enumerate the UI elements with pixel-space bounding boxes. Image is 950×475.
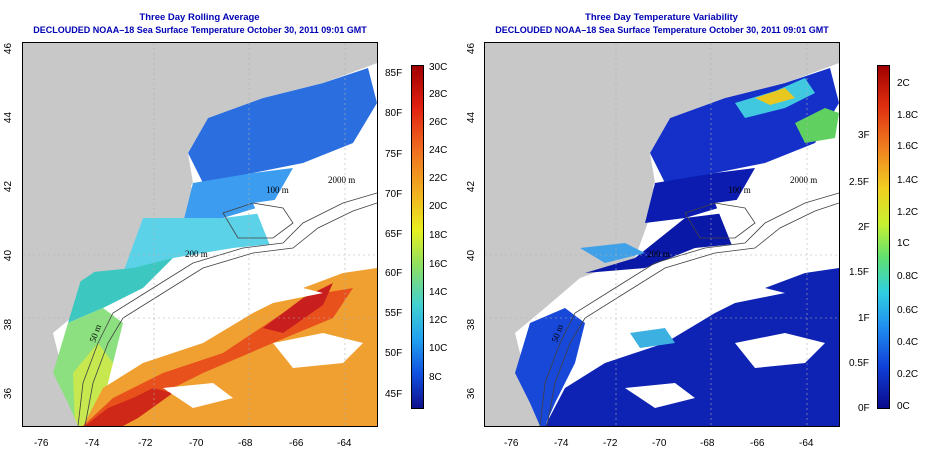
var-f-label-2: 2F <box>858 222 870 233</box>
sst-c-label-10: 10C <box>429 343 448 354</box>
sst-colorbar <box>411 65 424 409</box>
right-xtick-2: -72 <box>603 438 618 449</box>
right-xtick-5: -66 <box>750 438 765 449</box>
sst-c-label-7: 16C <box>429 259 448 270</box>
left-ytick-2: 40 <box>3 249 15 262</box>
right-ytick-0: 36 <box>466 387 478 400</box>
right-ytick-4: 44 <box>466 111 478 124</box>
right-xtick-0: -76 <box>504 438 519 449</box>
var-f-label-3: 1.5F <box>849 267 870 278</box>
left-xtick-4: -68 <box>238 438 253 449</box>
var-c-label-2: 1.6C <box>897 141 919 152</box>
contour-label-2000m: 2000 m <box>790 175 817 185</box>
sst-c-label-2: 26C <box>429 117 448 128</box>
var-f-label-4: 1F <box>858 313 870 324</box>
var-c-label-7: 0.6C <box>897 305 919 316</box>
left-map-subtitle: DECLOUDED NOAA–18 Sea Surface Temperatur… <box>33 25 367 35</box>
sst-c-label-8: 14C <box>429 287 448 298</box>
sst-f-label-7: 50F <box>385 348 403 359</box>
sst-c-label-1: 28C <box>429 89 448 100</box>
left-ytick-0: 36 <box>3 387 15 400</box>
sst-f-label-3: 70F <box>385 189 403 200</box>
var-c-label-8: 0.4C <box>897 337 919 348</box>
right-ytick-2: 40 <box>466 249 478 262</box>
left-xtick-5: -66 <box>289 438 304 449</box>
left-xtick-3: -70 <box>189 438 204 449</box>
sst-f-label-4: 65F <box>385 229 403 240</box>
var-f-label-0: 3F <box>858 130 870 141</box>
left-ytick-5: 46 <box>3 42 15 55</box>
right-xtick-1: -74 <box>554 438 569 449</box>
sst-c-label-5: 20C <box>429 201 448 212</box>
contour-label-100m: 100 m <box>266 185 289 195</box>
left-ytick-4: 44 <box>3 111 15 124</box>
left-xtick-1: -74 <box>85 438 100 449</box>
right-map-title: Three Day Temperature Variability <box>585 12 738 23</box>
left-ytick-1: 38 <box>3 318 15 331</box>
sst-c-label-4: 22C <box>429 173 448 184</box>
left-map-title: Three Day Rolling Average <box>139 12 260 23</box>
sst-f-label-5: 60F <box>385 268 403 279</box>
sst-c-label-0: 30C <box>429 62 448 73</box>
right-map-subtitle: DECLOUDED NOAA–18 Sea Surface Temperatur… <box>495 25 829 35</box>
sst-average-map-canvas: 50 m 200 m 100 m 2000 m <box>23 43 377 426</box>
sst-variability-map-canvas: 50 m 200 m 100 m 2000 m <box>485 43 839 426</box>
contour-label-100m: 100 m <box>728 185 751 195</box>
sst-c-label-11: 8C <box>429 372 442 383</box>
contour-label-2000m: 2000 m <box>328 175 355 185</box>
right-xtick-4: -68 <box>700 438 715 449</box>
right-xtick-6: -64 <box>799 438 814 449</box>
left-xtick-6: -64 <box>337 438 352 449</box>
var-c-label-9: 0.2C <box>897 369 919 380</box>
right-ytick-1: 38 <box>466 318 478 331</box>
sst-f-label-0: 85F <box>385 68 403 79</box>
var-c-label-5: 1C <box>897 238 910 249</box>
var-f-label-6: 0F <box>858 403 870 414</box>
var-c-label-1: 1.8C <box>897 110 919 121</box>
sst-f-label-1: 80F <box>385 108 403 119</box>
var-f-label-1: 2.5F <box>849 177 870 188</box>
var-f-label-5: 0.5F <box>849 358 870 369</box>
sst-f-label-8: 45F <box>385 389 403 400</box>
sst-c-label-9: 12C <box>429 315 448 326</box>
right-xtick-3: -70 <box>652 438 667 449</box>
sst-average-map: 50 m 200 m 100 m 2000 m <box>22 42 378 427</box>
left-xtick-0: -76 <box>34 438 49 449</box>
variability-colorbar <box>877 65 890 409</box>
contour-label-200m: 200 m <box>185 249 208 259</box>
sst-f-label-2: 75F <box>385 149 403 160</box>
var-c-label-0: 2C <box>897 78 910 89</box>
var-c-label-3: 1.4C <box>897 175 919 186</box>
left-ytick-3: 42 <box>3 180 15 193</box>
var-c-label-6: 0.8C <box>897 271 919 282</box>
contour-label-200m: 200 m <box>647 249 670 259</box>
sst-c-label-3: 24C <box>429 145 448 156</box>
var-c-label-4: 1.2C <box>897 207 919 218</box>
left-xtick-2: -72 <box>138 438 153 449</box>
right-ytick-3: 42 <box>466 180 478 193</box>
sst-c-label-6: 18C <box>429 230 448 241</box>
sst-f-label-6: 55F <box>385 308 403 319</box>
right-ytick-5: 46 <box>466 42 478 55</box>
var-c-label-10: 0C <box>897 401 910 412</box>
sst-variability-map: 50 m 200 m 100 m 2000 m <box>484 42 840 427</box>
